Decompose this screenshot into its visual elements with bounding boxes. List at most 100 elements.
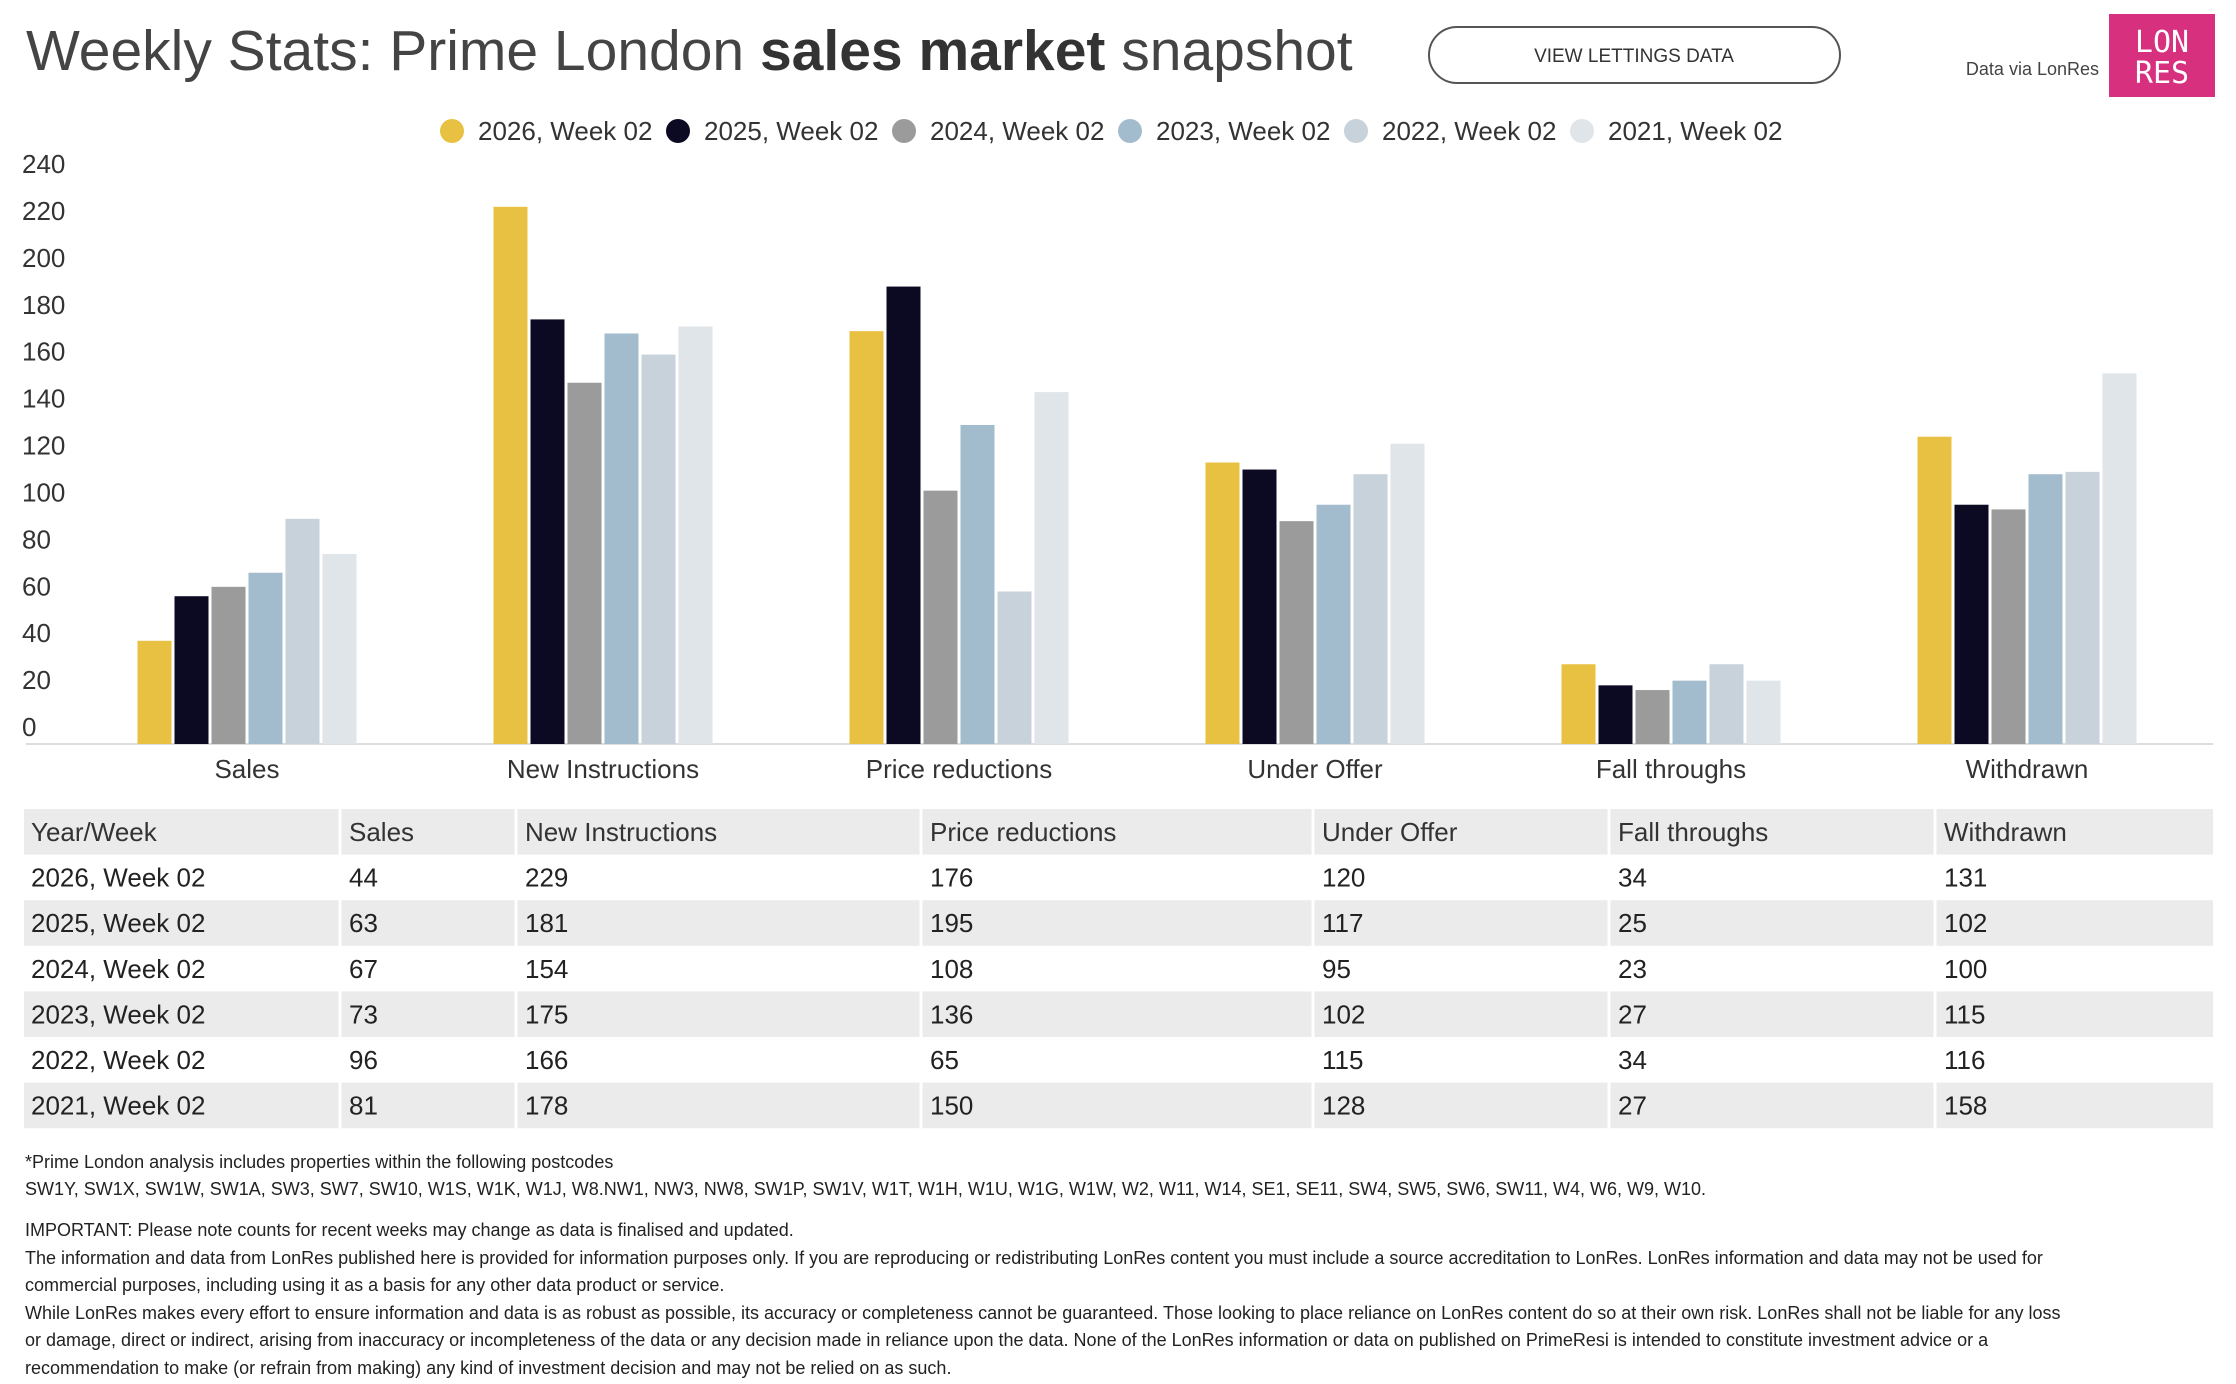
logo-text[interactable]: RES <box>2135 56 2189 91</box>
legend-label: 2024, Week 02 <box>930 116 1104 146</box>
table-cell: 96 <box>349 1045 378 1075</box>
table-cell: 2026, Week 02 <box>31 863 205 893</box>
y-tick-label: 160 <box>22 337 65 367</box>
legend-swatch <box>440 119 464 143</box>
legend-label: 2026, Week 02 <box>478 116 652 146</box>
y-tick-label: 200 <box>22 243 65 273</box>
bar <box>1205 462 1240 744</box>
legend-label: 2022, Week 02 <box>1382 116 1556 146</box>
legend-swatch <box>1118 119 1142 143</box>
title-bold: sales market <box>760 19 1105 83</box>
table-cell: 2025, Week 02 <box>31 908 205 938</box>
table-cell: 108 <box>930 954 973 984</box>
table-cell: 116 <box>1944 1045 1985 1075</box>
bar <box>1242 469 1277 744</box>
source-note: Data via LonRes <box>1966 59 2099 79</box>
table-cell: 2023, Week 02 <box>31 999 205 1029</box>
logo-box[interactable] <box>2109 14 2215 97</box>
table-cell: 158 <box>1944 1091 1987 1121</box>
table-cell: 166 <box>525 1045 568 1075</box>
table-cell: 34 <box>1618 1045 1647 1075</box>
bar <box>1561 664 1596 744</box>
y-tick-label: 20 <box>22 665 51 695</box>
note-line: commercial purposes, including using it … <box>25 1275 724 1295</box>
bar <box>1635 690 1670 744</box>
legend-swatch <box>1570 119 1594 143</box>
note-line: The information and data from LonRes pub… <box>25 1248 2043 1268</box>
bar <box>641 354 676 744</box>
bar <box>1598 685 1633 744</box>
y-tick-label: 220 <box>22 196 65 226</box>
bar <box>1353 474 1388 744</box>
table-cell: 178 <box>525 1091 568 1121</box>
lettings-button[interactable]: VIEW LETTINGS DATA <box>1428 26 1841 84</box>
page-title: Weekly Stats: Prime London sales market … <box>26 19 1353 83</box>
table-cell: 195 <box>930 908 973 938</box>
note-line: recommendation to make (or refrain from … <box>25 1358 951 1378</box>
table-cell: 63 <box>349 908 378 938</box>
table-header: New Instructions <box>525 817 717 847</box>
table-cell: 128 <box>1322 1091 1365 1121</box>
bar <box>1709 664 1744 744</box>
table-cell: 131 <box>1944 863 1987 893</box>
button-label[interactable]: VIEW LETTINGS DATA <box>1534 46 1734 67</box>
bar <box>849 331 884 744</box>
table-cell: 102 <box>1944 908 1987 938</box>
table-cell: 2022, Week 02 <box>31 1045 205 1075</box>
y-tick-label: 240 <box>22 149 65 179</box>
table-cell: 115 <box>1322 1045 1363 1075</box>
table-cell: 115 <box>1944 999 1985 1029</box>
table-header-bg <box>24 809 2213 855</box>
legend-label: 2025, Week 02 <box>704 116 878 146</box>
table-cell: 120 <box>1322 863 1365 893</box>
table-header: Price reductions <box>930 817 1116 847</box>
y-tick-label: 80 <box>22 524 51 554</box>
table-cell: 117 <box>1322 908 1363 938</box>
bar <box>1390 443 1425 744</box>
table-header: Withdrawn <box>1944 817 2067 847</box>
table-cell: 229 <box>525 863 568 893</box>
bar <box>1917 436 1952 744</box>
table-row-bg <box>24 900 2213 946</box>
table-cell: 150 <box>930 1091 973 1121</box>
table-row-bg <box>24 1082 2213 1129</box>
table-header: Year/Week <box>31 817 158 847</box>
table-cell: 25 <box>1618 908 1647 938</box>
bar <box>923 490 958 744</box>
bar <box>960 424 995 744</box>
table: Year/Week Sales New Instructions Price redu… <box>24 809 2213 1129</box>
table-cell: 2024, Week 02 <box>31 954 205 984</box>
plot: 0 20 40 60 80 100 120 140 160 180 200 220 240 Sales Ne… <box>22 149 2213 784</box>
y-tick-label: 0 <box>22 712 36 742</box>
button-frame[interactable] <box>1428 26 1841 84</box>
legend-label: 2023, Week 02 <box>1156 116 1330 146</box>
table-cell: 136 <box>930 999 973 1029</box>
table-cell: 65 <box>930 1045 959 1075</box>
title-part: snapshot <box>1105 19 1352 83</box>
table-cell: 27 <box>1618 999 1647 1029</box>
legend: 2026, Week 02 2025, Week 02 2024, Week 02 2… <box>440 116 1782 146</box>
note-line: While LonRes makes every effort to ensur… <box>25 1303 2060 1323</box>
y-tick-label: 120 <box>22 431 65 461</box>
table-cell: 67 <box>349 954 378 984</box>
y-tick-label: 60 <box>22 571 51 601</box>
bar <box>174 596 209 744</box>
bar <box>2028 474 2063 744</box>
legend-swatch <box>666 119 690 143</box>
table-cell: 175 <box>525 999 568 1029</box>
y-tick-label: 100 <box>22 477 65 507</box>
bar <box>322 553 357 744</box>
logo-text[interactable]: LON <box>2135 25 2189 60</box>
bar <box>493 206 528 744</box>
table-cell: 34 <box>1618 863 1647 893</box>
x-tick-label: New Instructions <box>507 754 699 784</box>
table-header: Under Offer <box>1322 817 1458 847</box>
table-header: Fall throughs <box>1618 817 1768 847</box>
bar <box>1672 680 1707 744</box>
note-line: SW1Y, SW1X, SW1W, SW1A, SW3, SW7, SW10, … <box>25 1179 1706 1199</box>
bar <box>2102 373 2137 744</box>
notes: *Prime London analysis includes properti… <box>25 1152 2060 1378</box>
bar <box>248 572 283 744</box>
bar <box>567 382 602 744</box>
